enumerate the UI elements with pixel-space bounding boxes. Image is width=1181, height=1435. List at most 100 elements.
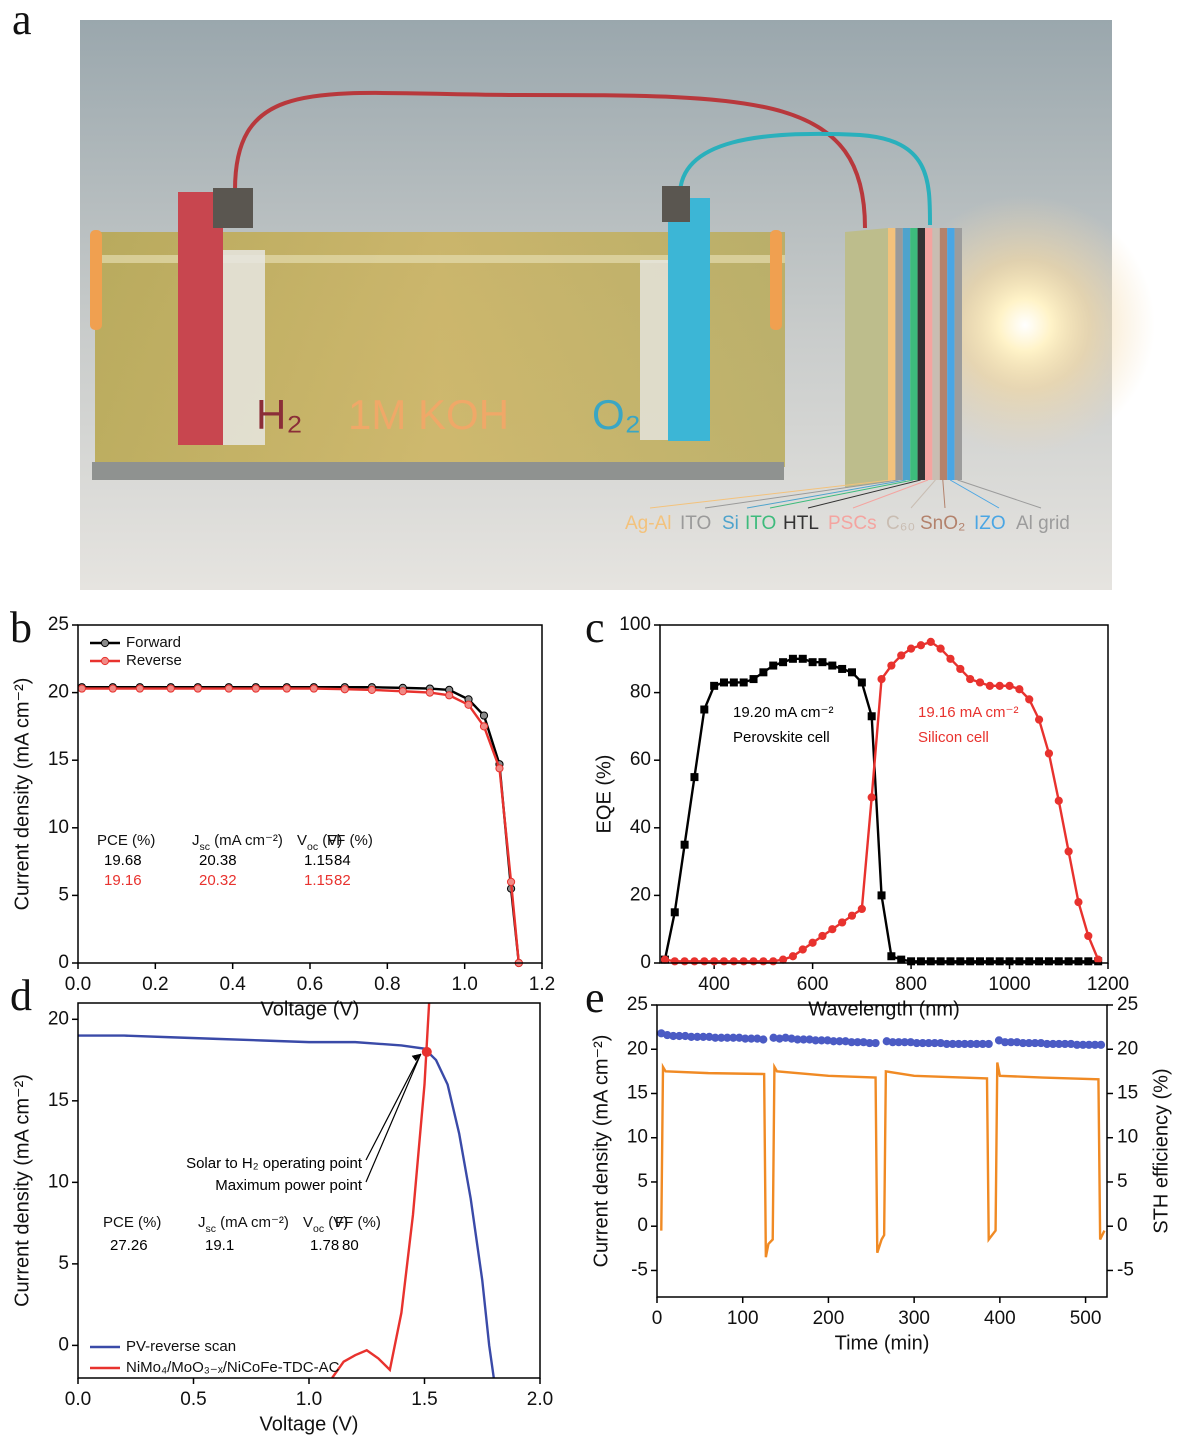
layer-stripe — [895, 228, 903, 480]
annotation: Solar to H₂ operating point — [186, 1155, 363, 1172]
text-part: (V) — [324, 1214, 348, 1231]
x-tick-label: 0.6 — [297, 974, 323, 995]
marker — [946, 957, 955, 966]
y-tick-label: 25 — [48, 614, 69, 635]
marker — [956, 664, 965, 674]
x-tick-label: 1.5 — [411, 1389, 437, 1410]
y-tick-label: 10 — [48, 1171, 69, 1192]
text-part: (mA cm⁻²) — [210, 832, 283, 849]
marker — [193, 684, 202, 693]
marker — [808, 658, 817, 667]
marker — [897, 955, 906, 964]
marker — [1094, 955, 1103, 964]
electrolyte-label: 1M KOH — [348, 391, 509, 438]
x-tick-label: 1200 — [1087, 974, 1129, 995]
layer-stripe — [888, 228, 896, 480]
subscript: oc — [307, 841, 318, 853]
y-tick-label: 15 — [627, 1083, 648, 1104]
table-header: Voc (V) — [303, 1214, 348, 1235]
marker — [690, 773, 699, 782]
marker — [1064, 957, 1073, 966]
x-tick-label: 0.8 — [374, 974, 400, 995]
layer-labels: Ag-Al ITO Si ITO HTL PSCs C₆₀ SnO₂ IZO Al grid — [625, 479, 1070, 534]
subscript: oc — [313, 1223, 324, 1235]
gas-label: O₂ — [592, 391, 641, 438]
y-tick-label: 5 — [637, 1171, 648, 1192]
marker — [877, 891, 886, 900]
legend-marker — [100, 656, 110, 666]
illustration: a H₂ 1M KOH O₂ Ag-Al ITO Si ITO HTL PSCs C₆₀ Sn… — [12, 0, 1155, 590]
x-tick-label: 400 — [698, 974, 730, 995]
table-cell: 20.32 — [199, 872, 237, 889]
marker — [1054, 796, 1063, 805]
panel-label: d — [10, 971, 32, 1020]
operating-point — [421, 1046, 432, 1057]
series-line — [663, 657, 1099, 963]
marker — [1044, 957, 1053, 966]
y-tick-label: 40 — [630, 817, 651, 838]
text-part: V — [297, 832, 307, 849]
anode — [668, 198, 710, 441]
y2-tick-label: 0 — [1117, 1215, 1128, 1236]
x-tick-label: 2.0 — [527, 1389, 553, 1410]
series-line — [331, 1003, 431, 1378]
marker — [887, 952, 896, 961]
y-axis-label: Current density (mA cm⁻²) — [590, 1035, 612, 1268]
annotation: 19.20 mA cm⁻² — [733, 704, 833, 721]
marker — [729, 957, 738, 966]
text-part: V — [303, 1214, 313, 1231]
marker — [818, 658, 827, 667]
marker — [759, 1035, 768, 1044]
marker — [710, 957, 719, 966]
y-tick-label: 10 — [48, 817, 69, 838]
series-line — [664, 640, 1100, 963]
marker — [251, 684, 260, 693]
marker — [847, 911, 857, 920]
tank-handle — [770, 230, 782, 330]
x-tick-label: 400 — [984, 1308, 1016, 1329]
x-tick-label: 100 — [727, 1308, 759, 1329]
marker — [1035, 957, 1044, 966]
marker — [1084, 931, 1093, 941]
marker — [719, 957, 729, 966]
marker — [926, 957, 935, 966]
arrowhead — [411, 1053, 421, 1061]
marker — [1054, 957, 1063, 966]
marker — [867, 793, 876, 802]
legend-label: Forward — [126, 634, 181, 651]
chart: d 0.0 0.5 1.0 1.5 2.0 0 5 10 15 20 Voltage (V) Curre… — [10, 971, 553, 1435]
y-tick-label: 20 — [630, 884, 651, 905]
subscript: sc — [200, 841, 211, 853]
marker — [769, 957, 778, 966]
marker — [445, 691, 454, 700]
y-axis-label: EQE (%) — [593, 755, 615, 834]
series-line — [81, 685, 520, 963]
marker — [788, 952, 798, 961]
y-tick-label: 5 — [58, 884, 69, 905]
tank-base — [92, 462, 784, 480]
x-tick-label: 300 — [898, 1308, 930, 1329]
x-tick-label: 0 — [652, 1308, 663, 1329]
marker — [1005, 957, 1014, 966]
panel-label: b — [10, 603, 32, 652]
leader-line — [910, 479, 936, 509]
marker — [729, 678, 738, 687]
marker — [871, 1038, 880, 1048]
x-tick-label: 1.2 — [529, 974, 555, 995]
marker — [946, 654, 955, 663]
x-tick-label: 500 — [1070, 1308, 1102, 1329]
x-axis-label: Voltage (V) — [261, 998, 360, 1020]
y-tick-label: 0 — [58, 1334, 69, 1355]
plot-frame — [77, 624, 543, 964]
panel-label: e — [585, 973, 605, 1022]
layer-stripe — [954, 228, 962, 480]
layer-label: Al grid — [1016, 513, 1070, 534]
pv-layers — [888, 228, 962, 480]
marker — [976, 957, 984, 966]
marker — [887, 661, 896, 670]
y-tick-label: 0 — [637, 1215, 648, 1236]
chart: b 0.0 0.2 0.4 0.6 0.8 1.0 1.2 0 5 10 15 20 25 Voltage … — [10, 603, 555, 1020]
table-cell: 19.16 — [104, 872, 142, 889]
table-header: FF (%) — [335, 1214, 381, 1231]
